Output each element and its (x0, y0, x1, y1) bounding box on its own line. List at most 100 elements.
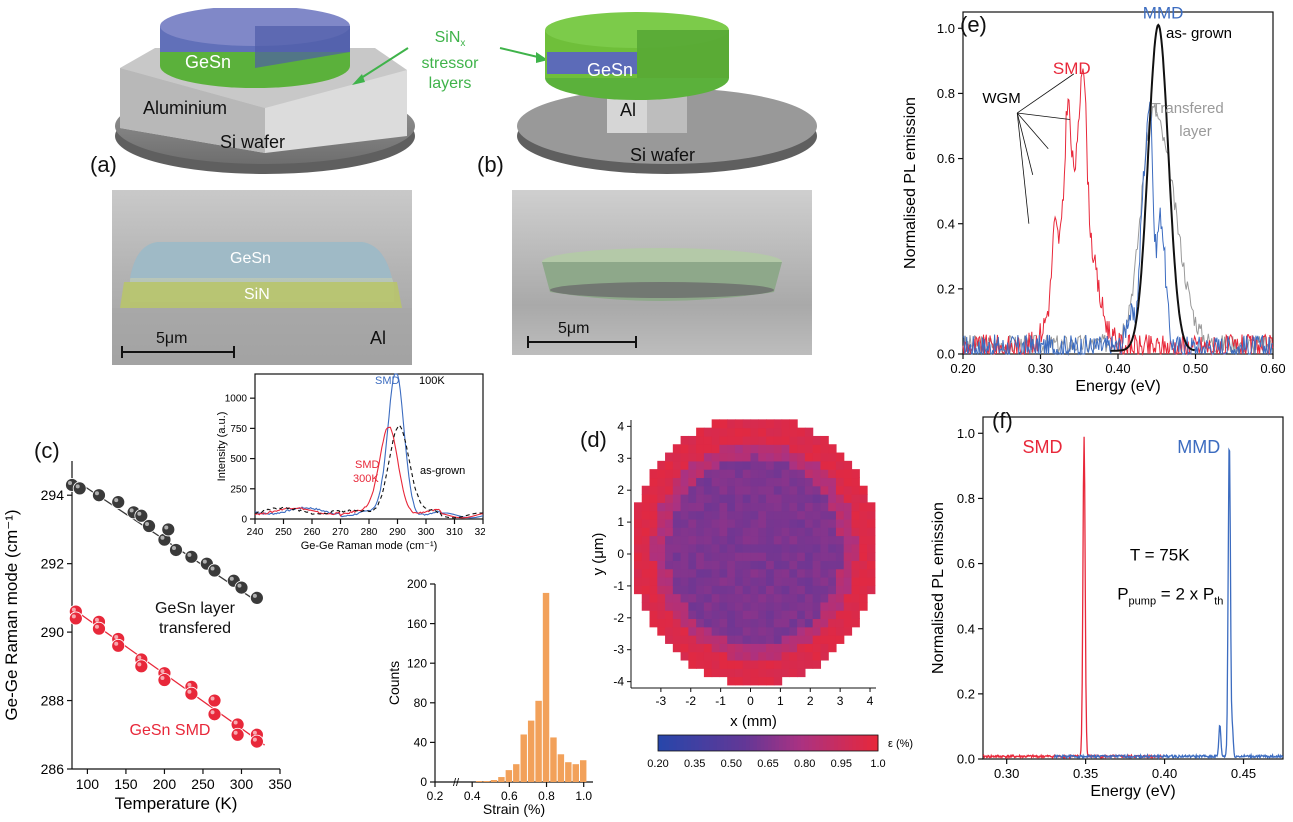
y-tick-label: 292 (41, 556, 65, 572)
map-pixel (633, 527, 643, 537)
y-axis-label: Normalised PL emission (902, 97, 919, 269)
y-tick-label: 500 (230, 454, 247, 465)
map-pixel (711, 452, 721, 462)
colorbar-segment (658, 735, 663, 751)
map-pixel (812, 477, 822, 487)
map-pixel (797, 601, 806, 611)
y-tick-label: 290 (41, 624, 65, 640)
map-pixel (696, 585, 705, 595)
map-pixel (781, 651, 790, 661)
map-pixel (711, 626, 721, 636)
map-pixel (672, 601, 682, 611)
map-pixel (719, 452, 728, 462)
map-pixel (719, 610, 728, 620)
colorbar-segment (669, 735, 674, 751)
map-pixel (641, 552, 651, 561)
point-highlight (252, 730, 257, 735)
map-pixel (734, 494, 744, 503)
map-pixel (859, 593, 868, 603)
annotation-temperature: T = 75K (1130, 545, 1190, 564)
map-pixel (696, 444, 705, 454)
map-pixel (696, 535, 705, 545)
map-pixel (734, 635, 744, 644)
x-axis-label: x (mm) (730, 713, 777, 730)
series-label: GeSn SMD (130, 722, 211, 739)
annotation-smd: SMD (1022, 437, 1062, 457)
map-pixel (665, 601, 674, 611)
map-pixel (727, 469, 736, 479)
map-pixel (843, 568, 853, 578)
map-pixel (742, 460, 752, 470)
map-pixel (835, 635, 845, 644)
y-tick-label: 1.0 (937, 21, 955, 36)
plot-frame (962, 11, 1274, 355)
map-pixel (672, 568, 682, 578)
map-pixel (797, 610, 806, 620)
data-point (92, 621, 106, 636)
map-pixel (835, 626, 845, 636)
map-pixel (703, 469, 713, 479)
map-pixel (804, 502, 814, 512)
colorbar-segment (691, 735, 696, 751)
map-pixel (797, 593, 806, 603)
x-tick-label: 3 (837, 694, 844, 708)
map-pixel (711, 651, 721, 661)
schematic-b-drawing (517, 12, 817, 174)
map-pixel (672, 635, 682, 644)
map-pixel (797, 527, 806, 537)
x-axis-label: Temperature (K) (115, 794, 238, 813)
plot-frame (254, 373, 484, 520)
map-pixel (703, 576, 713, 586)
map-pixel (665, 610, 674, 620)
map-pixel (867, 568, 876, 578)
map-pixel (649, 593, 658, 603)
al-label-b: Al (620, 100, 637, 120)
map-pixel (750, 419, 759, 429)
map-pixel (859, 510, 868, 520)
map-pixel (758, 626, 767, 636)
colorbar-segment (764, 735, 769, 751)
map-pixel (804, 527, 814, 537)
map-pixel (649, 601, 658, 611)
map-pixel (742, 643, 752, 653)
map-pixel (820, 585, 829, 595)
map-pixel (742, 560, 752, 570)
map-pixel (680, 494, 689, 503)
map-pixel (719, 535, 728, 545)
map-pixel (758, 494, 767, 503)
map-pixel (641, 518, 651, 528)
colorbar-segment (874, 735, 879, 751)
y-tick-label: 0.4 (957, 621, 975, 636)
map-pixel (812, 610, 822, 620)
map-pixel (703, 427, 713, 437)
map-pixel (820, 560, 829, 570)
x-tick-label: 0.6 (501, 789, 518, 803)
map-pixel (696, 568, 705, 578)
map-pixel (851, 469, 860, 479)
map-pixel (781, 460, 790, 470)
map-pixel (696, 485, 705, 495)
si-wafer-label-a: Si wafer (220, 132, 286, 152)
map-pixel (766, 651, 775, 661)
map-pixel (680, 535, 689, 545)
map-pixel (804, 477, 814, 487)
y-tick-label: 286 (41, 761, 65, 777)
point-highlight (187, 552, 192, 557)
map-pixel (672, 593, 682, 603)
map-pixel (719, 510, 728, 520)
map-pixel (672, 552, 682, 561)
histogram-bar (483, 781, 490, 782)
map-pixel (633, 576, 643, 586)
map-pixel (867, 552, 876, 561)
map-pixel (719, 460, 728, 470)
map-pixel (688, 527, 697, 537)
annotation-mmd: MMD (1177, 437, 1220, 457)
x-tick-label: 0.20 (950, 361, 975, 376)
map-pixel (719, 659, 728, 669)
map-pixel (835, 535, 845, 545)
map-pixel (820, 568, 829, 578)
map-pixel (773, 610, 783, 620)
map-pixel (797, 568, 806, 578)
map-pixel (781, 585, 790, 595)
map-pixel (633, 568, 643, 578)
